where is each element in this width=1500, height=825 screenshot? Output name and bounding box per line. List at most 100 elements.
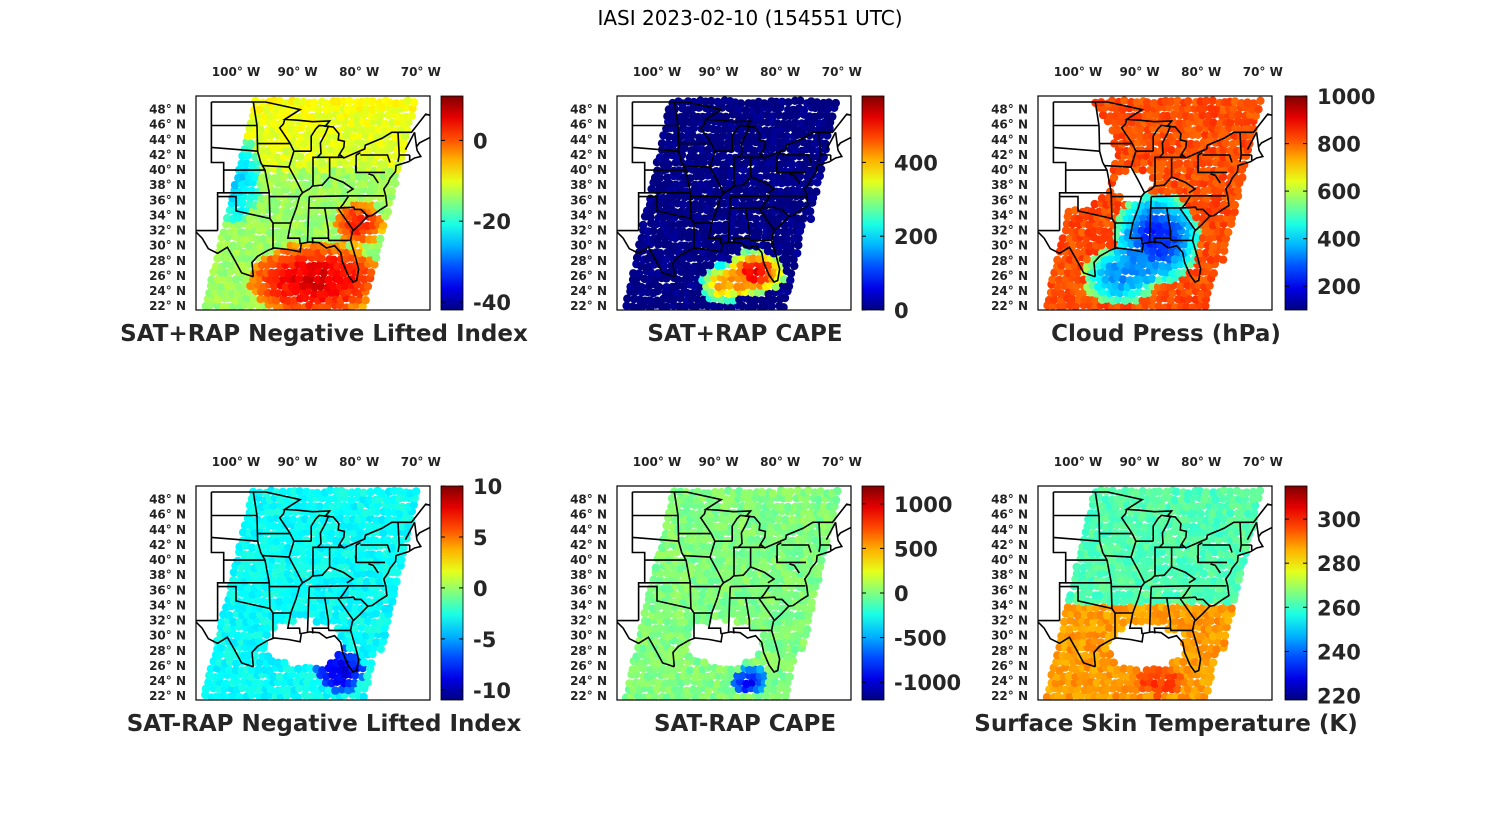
data-point [299,569,308,579]
data-point [800,603,809,613]
data-point [361,173,370,182]
data-point [649,575,658,584]
data-point [1153,133,1162,142]
data-point [775,639,784,648]
data-point [625,679,634,688]
data-points [621,486,842,700]
data-point [278,563,287,572]
y-tick-label: 28° N [149,254,186,268]
data-point [1208,242,1218,251]
data-point [1137,226,1146,235]
data-point [695,548,705,557]
data-point [218,691,228,700]
data-point [1179,657,1188,667]
data-point [228,261,237,270]
y-tick-label: 40° N [570,553,607,567]
y-tick-label: 32° N [570,614,607,628]
data-point [1198,159,1208,168]
data-point [1118,105,1127,114]
y-tick-label: 46° N [991,118,1028,132]
state-boundary [689,582,695,638]
colorbar [861,95,885,311]
data-point [281,596,291,605]
data-point [1206,673,1215,682]
data-point [305,548,315,558]
data-point [296,152,305,161]
data-point [1223,597,1232,607]
x-tick-label: 90° W [699,455,739,469]
data-point [765,500,775,510]
data-point [786,269,796,278]
data-point [388,543,397,552]
state-boundary [818,522,821,546]
state-boundary [324,206,369,217]
y-tick-label: 34° N [149,209,186,223]
data-point [687,562,696,572]
state-boundary [729,207,751,244]
y-tick-label: 30° N [570,239,607,253]
data-point [235,617,244,626]
state-boundary [1052,102,1067,231]
data-point [1149,99,1159,108]
data-point [309,261,318,271]
data-point [1224,616,1233,625]
data-point [1097,194,1107,203]
state-boundary [1110,192,1116,248]
data-point [346,596,355,606]
data-point [1117,159,1126,168]
data-point [359,569,368,578]
data-point [1216,159,1226,168]
data-point [338,220,347,229]
data-point [736,260,745,270]
data-point [1149,294,1158,303]
data-point [362,577,372,587]
data-point [773,691,783,700]
data-point [660,584,669,593]
data-point [798,638,808,647]
state-boundary [632,491,851,673]
y-tick-label: 46° N [149,118,186,132]
data-point [674,693,683,700]
state-boundary [210,492,225,621]
data-point [382,495,392,504]
data-point [1167,97,1176,106]
data-point [1150,146,1159,156]
data-point [795,179,804,188]
data-point [1172,665,1182,674]
data-point [1175,186,1184,195]
data-point [792,591,801,600]
data-point [1131,296,1141,305]
data-point [398,502,407,512]
data-point [367,201,376,210]
state-boundary [211,491,430,673]
data-point [696,180,705,189]
state-boundary [368,173,379,184]
data-point [709,570,718,579]
data-point [238,683,247,693]
state-boundary [1152,124,1172,159]
colorbar-tick-label: -5 [473,628,496,652]
data-point [750,200,759,209]
state-boundary [211,101,430,283]
data-point [238,528,248,537]
data-point [295,562,304,572]
data-point [380,192,389,201]
state-boundary [337,598,354,621]
data-point [237,228,246,237]
data-point [1062,219,1072,229]
data-point [783,631,793,640]
data-point [1168,604,1177,613]
data-point [1170,214,1179,223]
state-boundary [677,125,692,193]
data-point [348,295,357,304]
data-point [651,563,661,572]
data-point [1095,591,1104,600]
data-point [757,267,766,277]
data-point [785,672,794,681]
data-point [692,516,702,525]
data-point [248,543,257,552]
y-tick-label: 48° N [149,103,186,117]
data-point [1249,124,1258,134]
data-point [361,535,370,544]
data-point [710,488,720,497]
